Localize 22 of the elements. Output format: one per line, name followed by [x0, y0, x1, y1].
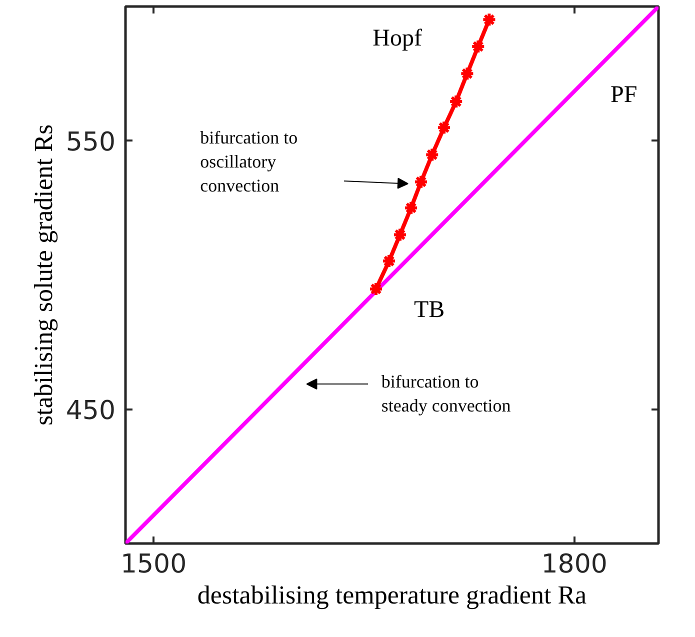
- point: [382, 254, 397, 269]
- point: [436, 120, 452, 136]
- point: [368, 281, 384, 296]
- point: [448, 94, 464, 110]
- annotation: TB: [414, 296, 445, 323]
- point: [414, 174, 429, 190]
- x-tick-label: 1500: [120, 550, 187, 580]
- point: [482, 12, 497, 28]
- annotation: bifurcation to steady convection: [381, 372, 511, 416]
- point: [460, 66, 475, 82]
- y-axis-title: stabilising solute gradient Rs: [28, 124, 58, 426]
- x-axis-title: destabilising temperature gradient Ra: [197, 580, 588, 610]
- x-tick-label: 1800: [541, 550, 608, 580]
- y-tick-label: 550: [66, 127, 116, 158]
- annotation: bifurcation to oscillatory convection: [200, 127, 298, 196]
- point: [392, 227, 408, 242]
- annotation: PF: [610, 82, 638, 108]
- point: [424, 147, 440, 162]
- annotation: Hopf: [372, 26, 422, 52]
- point: [404, 200, 419, 216]
- y-tick-label: 450: [66, 396, 116, 426]
- point: [470, 39, 486, 54]
